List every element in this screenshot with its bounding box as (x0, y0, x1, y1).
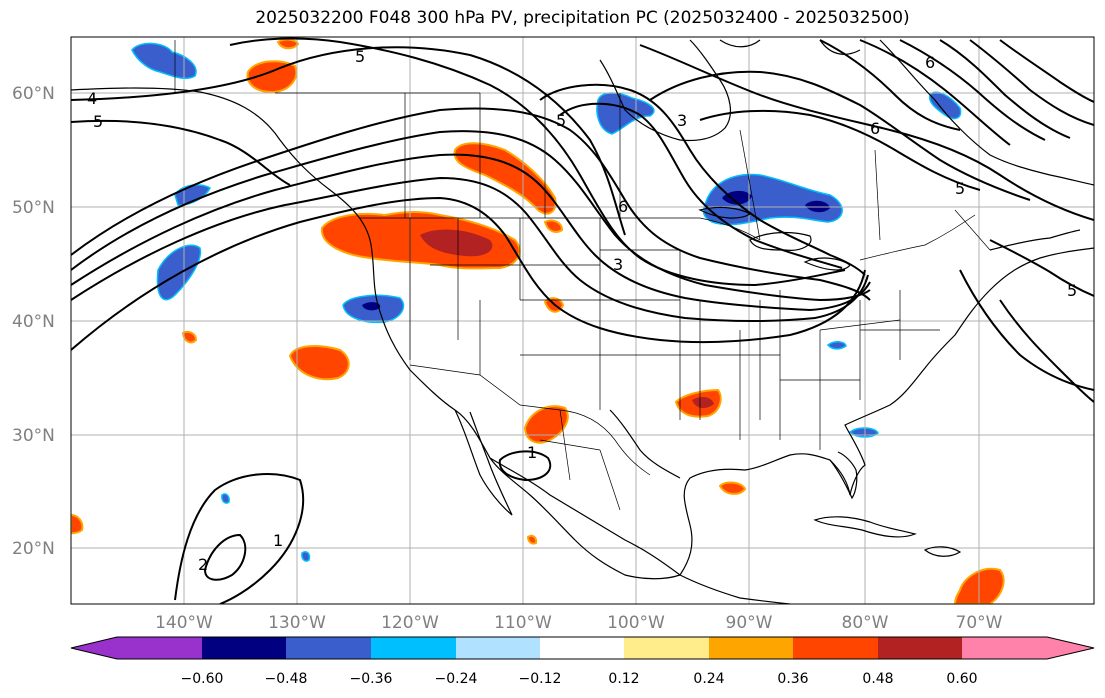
pv-contour-lines (71, 37, 1094, 604)
precip-negative-area (596, 92, 655, 135)
contour-label: 6 (618, 197, 628, 216)
contour-label: 2 (198, 555, 208, 574)
colorbar-swatch (540, 637, 625, 659)
contour-label: 5 (355, 47, 365, 66)
colorbar-tick-label: −0.12 (519, 671, 562, 687)
precip-negative-strong (805, 200, 830, 213)
lat-label: 60°N (12, 84, 55, 104)
colorbar-swatch (793, 637, 879, 659)
lon-label: 110°W (494, 613, 552, 633)
precip-negative-area (928, 91, 962, 120)
lon-label: 90°W (726, 613, 773, 633)
colorbar-tick-label: −0.48 (265, 671, 308, 687)
precip-negative-area (221, 493, 230, 504)
colorbar-tick-label: 0.48 (862, 671, 893, 687)
lat-label: 30°N (12, 426, 55, 446)
colorbar-tick-label: −0.24 (435, 671, 478, 687)
precip-positive-area (181, 330, 198, 344)
precip-negative-strong (722, 190, 752, 205)
precip-positive-area (543, 219, 564, 233)
contour-label: 1 (527, 443, 537, 462)
lon-label: 100°W (607, 613, 665, 633)
colorbar-tick-label: 0.12 (608, 671, 639, 687)
precip-positive-area (523, 405, 569, 444)
colorbar-tick-label: 0.24 (693, 671, 724, 687)
latitude-labels: 60°N 50°N 40°N 30°N 20°N (12, 84, 55, 559)
precip-positive-area (288, 345, 350, 381)
precip-negative-area (131, 42, 197, 80)
colorbar-swatch (624, 637, 710, 659)
lat-label: 20°N (12, 539, 55, 559)
precip-negative-area (826, 341, 847, 350)
colorbar-tick-label: −0.36 (350, 671, 393, 687)
colorbar-swatch (962, 637, 1048, 659)
map-title: 2025032200 F048 300 hPa PV, precipitatio… (255, 8, 910, 28)
lon-label: 80°W (842, 613, 889, 633)
colorbar-swatch (117, 637, 203, 659)
lon-label: 130°W (268, 613, 326, 633)
contour-label: 3 (677, 111, 687, 130)
precip-positive-max (692, 396, 714, 409)
contour-label: 4 (87, 89, 97, 108)
contour-label: 6 (925, 53, 935, 72)
precip-positive-max (420, 229, 493, 257)
colorbar-extend-high (1047, 637, 1094, 659)
precip-positive-area (246, 60, 298, 94)
colorbar-extend-low (71, 637, 117, 659)
contour-label: 6 (870, 119, 880, 138)
lat-label: 40°N (12, 312, 55, 332)
precip-positive-area (276, 38, 300, 50)
contour-label: 5 (93, 112, 103, 131)
colorbar-tick-label: 0.60 (946, 671, 977, 687)
colorbar: −0.60 −0.48 −0.36 −0.24 −0.12 0.12 0.24 … (70, 636, 1095, 687)
lat-label: 50°N (12, 198, 55, 218)
colorbar-swatch (371, 637, 457, 659)
colorbar-swatch (202, 637, 287, 659)
contour-label: 5 (1067, 281, 1077, 300)
contour-label: 5 (556, 111, 566, 130)
precip-negative-area (301, 551, 311, 562)
lon-label: 120°W (381, 613, 439, 633)
contour-label: 3 (613, 255, 623, 274)
lon-label: 70°W (956, 613, 1003, 633)
colorbar-swatch (456, 637, 541, 659)
colorbar-tick-label: 0.36 (777, 671, 808, 687)
contour-labels: 5 4 5 5 3 6 6 3 6 5 5 1 2 1 (87, 47, 1077, 574)
colorbar-swatch (878, 637, 963, 659)
map-frame (70, 36, 1095, 605)
precip-positive-area (718, 481, 747, 495)
colorbar-swatch (286, 637, 371, 659)
colorbar-tick-label: −0.60 (181, 671, 224, 687)
lon-label: 140°W (155, 613, 213, 633)
precipitation-anomaly-layer (71, 38, 1005, 604)
precip-negative-strong (362, 302, 381, 311)
contour-label: 1 (273, 531, 283, 550)
precip-negative-area (702, 173, 843, 226)
longitude-labels: 140°W 130°W 120°W 110°W 100°W 90°W 80°W … (155, 613, 1003, 633)
contour-label: 5 (955, 179, 965, 198)
colorbar-swatch (709, 637, 794, 659)
precip-positive-area (526, 534, 538, 545)
precip-positive-area (71, 513, 84, 535)
